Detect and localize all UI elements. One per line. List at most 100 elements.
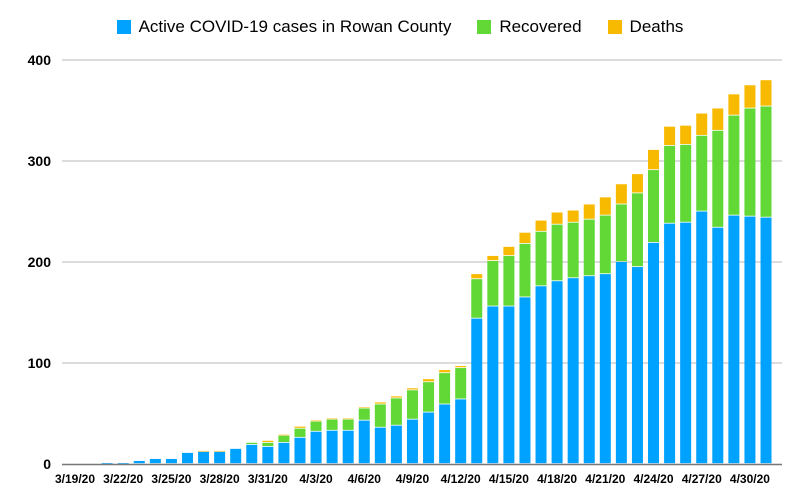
bar-deaths (406, 388, 418, 390)
x-tick-label: 3/19/20 (55, 472, 95, 486)
legend-item-active: Active COVID-19 cases in Rowan County (116, 17, 452, 37)
bar-recovered (760, 106, 772, 217)
bar-recovered (439, 373, 451, 404)
bar-recovered (406, 390, 418, 419)
bar-deaths (310, 420, 322, 422)
bar-deaths (631, 174, 643, 193)
bar-active (423, 412, 435, 464)
bar-deaths (374, 402, 386, 404)
bar-active (615, 262, 627, 464)
bar-active (760, 217, 772, 464)
bar-recovered (246, 442, 258, 445)
bar-active (390, 425, 402, 464)
bar-active (342, 430, 354, 464)
bar-deaths (696, 113, 708, 135)
bar-active (712, 227, 724, 464)
legend-label-active: Active COVID-19 cases in Rowan County (138, 17, 452, 36)
bar-active (455, 399, 467, 464)
bar-active (567, 278, 579, 464)
bar-recovered (519, 243, 531, 297)
bar-active (374, 427, 386, 464)
bar-deaths (615, 184, 627, 204)
bar-active (744, 216, 756, 464)
bar-active (310, 431, 322, 464)
legend: Active COVID-19 cases in Rowan County Re… (0, 17, 800, 37)
x-tick-label: 3/28/20 (200, 472, 240, 486)
bar-deaths (262, 440, 274, 442)
bar-recovered (680, 144, 692, 222)
bar-active (406, 419, 418, 464)
bar-recovered (358, 408, 370, 420)
x-tick-label: 4/6/20 (348, 472, 382, 486)
bar-active (149, 458, 161, 464)
x-tick-label: 4/9/20 (396, 472, 430, 486)
x-tick-label: 4/3/20 (299, 472, 333, 486)
bar-active (503, 306, 515, 464)
x-tick-label: 4/21/20 (585, 472, 625, 486)
bar-deaths (390, 396, 402, 398)
bar-active (198, 451, 210, 464)
bar-deaths (214, 450, 226, 452)
bar-deaths (712, 108, 724, 130)
bar-deaths (551, 212, 563, 224)
bar-active (181, 452, 193, 464)
bar-deaths (471, 274, 483, 279)
bar-recovered (487, 260, 499, 306)
bar-deaths (567, 210, 579, 222)
bar-deaths (455, 366, 467, 368)
bar-active (439, 404, 451, 464)
bar-active (326, 430, 338, 464)
bar-deaths (278, 434, 290, 436)
bar-recovered (535, 231, 547, 286)
bar-active (583, 276, 595, 464)
legend-item-deaths: Deaths (607, 17, 683, 37)
bar-active (101, 462, 113, 464)
bar-active (471, 318, 483, 464)
x-tick-label: 3/31/20 (248, 472, 288, 486)
bar-recovered (455, 368, 467, 399)
y-tick-label: 0 (43, 456, 51, 472)
legend-swatch-active (116, 20, 131, 34)
bar-active (230, 448, 242, 464)
bar-active (487, 306, 499, 464)
x-tick-label: 4/24/20 (633, 472, 673, 486)
bar-active (728, 215, 740, 464)
bar-recovered (696, 135, 708, 211)
bar-active (165, 458, 177, 464)
bar-active (551, 281, 563, 464)
bar-recovered (712, 130, 724, 227)
bar-active (294, 437, 306, 464)
bar-recovered (648, 170, 660, 243)
bar-active (262, 446, 274, 464)
bar-deaths (503, 246, 515, 256)
legend-label-recovered: Recovered (499, 17, 582, 36)
bar-deaths (744, 85, 756, 108)
bar-active (133, 460, 145, 464)
x-tick-label: 3/25/20 (151, 472, 191, 486)
bar-recovered (310, 421, 322, 431)
bar-active (664, 223, 676, 464)
y-tick-label: 200 (28, 254, 52, 270)
y-tick-label: 100 (28, 355, 52, 371)
bar-active (278, 442, 290, 464)
bar-active (535, 286, 547, 464)
bar-recovered (278, 435, 290, 442)
bar-recovered (342, 419, 354, 430)
bar-recovered (423, 382, 435, 412)
bar-recovered (615, 204, 627, 262)
legend-swatch-recovered (477, 20, 492, 34)
bar-active (680, 222, 692, 464)
bar-recovered (471, 279, 483, 318)
bar-recovered (294, 428, 306, 437)
bar-deaths (680, 125, 692, 145)
bar-deaths (294, 426, 306, 428)
bar-recovered (390, 398, 402, 425)
bar-recovered (599, 215, 611, 274)
y-tick-label: 400 (28, 52, 52, 68)
bar-active (246, 444, 258, 464)
y-tick-label: 300 (28, 153, 52, 169)
x-tick-label: 4/15/20 (489, 472, 529, 486)
bar-active (117, 462, 129, 464)
bar-deaths (648, 149, 660, 170)
